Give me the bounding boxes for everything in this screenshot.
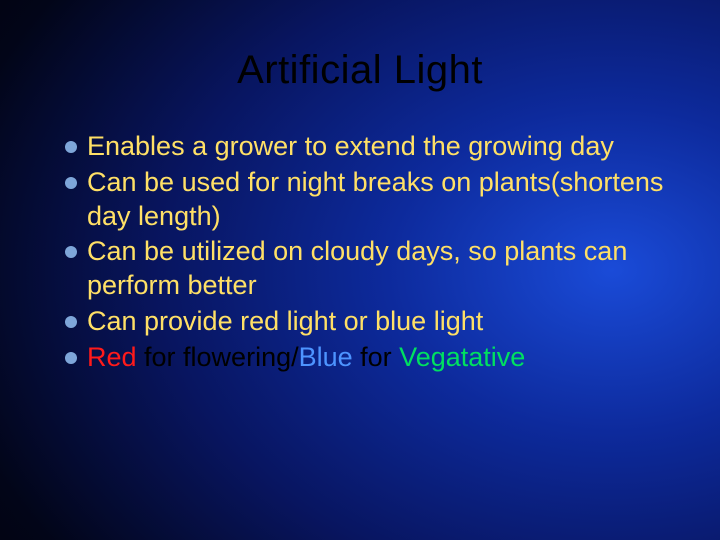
bullet-text: Can be utilized on cloudy days, so plant… xyxy=(87,235,675,303)
green-word: Vegatative xyxy=(399,342,525,372)
slide-container: Artificial Light Enables a grower to ext… xyxy=(0,0,720,540)
red-word: Red xyxy=(87,342,137,372)
bullet-text-mixed: Red for flowering/Blue for Vegatative xyxy=(87,341,525,375)
bullet-icon xyxy=(65,316,77,328)
bullet-text: Enables a grower to extend the growing d… xyxy=(87,130,614,164)
bullet-text: Can provide red light or blue light xyxy=(87,305,483,339)
bullet-item: Can be used for night breaks on plants(s… xyxy=(65,166,675,234)
slide-title: Artificial Light xyxy=(0,48,720,93)
bullet-icon xyxy=(65,246,77,258)
bullet-item: Enables a grower to extend the growing d… xyxy=(65,130,675,164)
black-segment: for xyxy=(353,342,400,372)
blue-word: Blue xyxy=(299,342,353,372)
bullet-item: Can be utilized on cloudy days, so plant… xyxy=(65,235,675,303)
bullet-item: Can provide red light or blue light xyxy=(65,305,675,339)
bullet-text: Can be used for night breaks on plants(s… xyxy=(87,166,675,234)
bullet-icon xyxy=(65,352,77,364)
bullet-icon xyxy=(65,177,77,189)
black-segment: for flowering/ xyxy=(137,342,299,372)
slide-body: Enables a grower to extend the growing d… xyxy=(65,130,675,376)
bullet-item: Red for flowering/Blue for Vegatative xyxy=(65,341,675,375)
bullet-icon xyxy=(65,141,77,153)
